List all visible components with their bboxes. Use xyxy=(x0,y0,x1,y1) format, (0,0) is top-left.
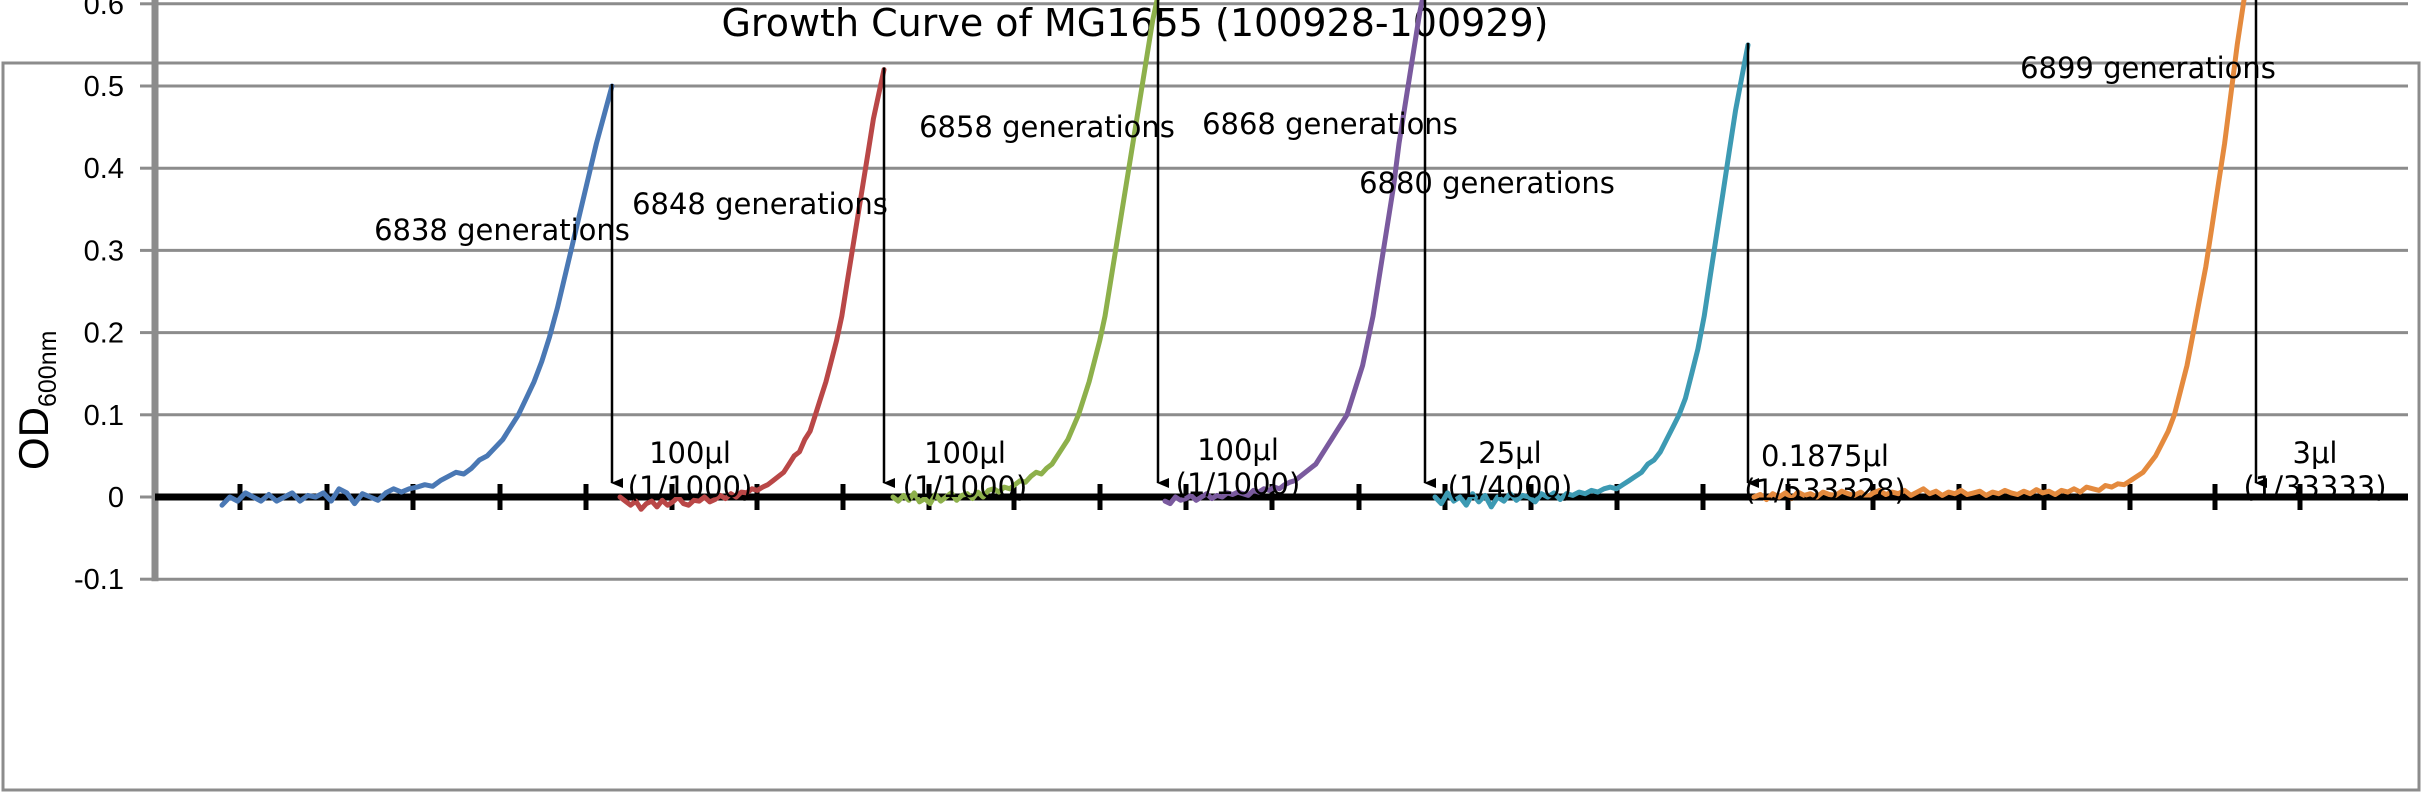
gridlines xyxy=(155,2,2408,581)
chart-title: Growth Curve of MG1655 (100928-100929) xyxy=(721,1,1548,45)
volume-label-3: 100μl xyxy=(1197,433,1279,467)
volume-label-5: 0.1875μl xyxy=(1761,439,1889,473)
dilution-label-4: (1/4000) xyxy=(1448,470,1573,504)
y-tick-label: 0.2 xyxy=(84,318,124,350)
volume-label-4: 25μl xyxy=(1478,436,1541,470)
dilution-label-6: (1/33333) xyxy=(2243,470,2386,504)
series-lines xyxy=(219,0,2247,512)
volume-label-2: 100μl xyxy=(924,436,1006,470)
y-tick-label: 0.6 xyxy=(84,0,124,21)
series-line-2 xyxy=(617,67,887,512)
y-axis-label-main: OD xyxy=(10,407,57,470)
generation-label-2: 6848 generations xyxy=(632,187,888,221)
series-line-5 xyxy=(1432,42,1751,510)
generation-label-5: 6880 generations xyxy=(1359,166,1615,200)
dilution-label-1: (1/1000) xyxy=(628,470,753,504)
plot-border xyxy=(1,61,2421,792)
y-tick-label: 0 xyxy=(108,482,124,514)
generation-label-6: 6899 generations xyxy=(2020,51,2276,85)
y-tick-label: 0.3 xyxy=(84,235,124,267)
generation-label-3: 6858 generations xyxy=(919,110,1175,144)
series-line-1 xyxy=(219,83,615,508)
volume-label-1: 100μl xyxy=(649,436,731,470)
y-tick-label: 0.1 xyxy=(84,400,124,432)
y-tick-label: 0.5 xyxy=(84,71,124,103)
series-line-6 xyxy=(1751,0,2247,502)
generation-label-4: 6868 generations xyxy=(1202,107,1458,141)
dilution-label-3: (1/1000) xyxy=(1176,467,1301,501)
y-axis-label-sub: 600nm xyxy=(34,331,62,407)
y-tick-label: -0.1 xyxy=(74,564,124,596)
dilution-label-2: (1/1000) xyxy=(903,470,1028,504)
y-tick-label: 0.4 xyxy=(84,153,124,185)
dilution-label-5: (1/533328) xyxy=(1744,473,1906,507)
volume-label-6: 3μl xyxy=(2293,436,2338,470)
generation-label-1: 6838 generations xyxy=(374,213,630,247)
series-line-4 xyxy=(1162,0,1425,507)
y-axis-label: OD600nm xyxy=(10,331,62,470)
series-line-3 xyxy=(890,0,1160,507)
